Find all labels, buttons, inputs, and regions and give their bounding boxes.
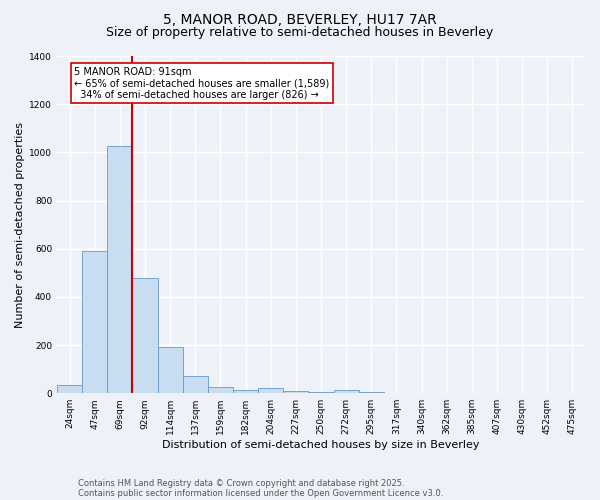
Bar [283,391,308,393]
Bar [183,376,208,393]
Bar [107,146,133,393]
X-axis label: Distribution of semi-detached houses by size in Beverley: Distribution of semi-detached houses by … [162,440,480,450]
Bar [334,390,359,393]
Text: 5, MANOR ROAD, BEVERLEY, HU17 7AR: 5, MANOR ROAD, BEVERLEY, HU17 7AR [163,12,437,26]
Bar [57,385,82,393]
Y-axis label: Number of semi-detached properties: Number of semi-detached properties [15,122,25,328]
Bar [158,348,183,393]
Text: Contains public sector information licensed under the Open Government Licence v3: Contains public sector information licen… [78,489,443,498]
Bar [258,388,283,393]
Bar [308,392,334,393]
Text: 5 MANOR ROAD: 91sqm
← 65% of semi-detached houses are smaller (1,589)
  34% of s: 5 MANOR ROAD: 91sqm ← 65% of semi-detach… [74,67,329,100]
Text: Contains HM Land Registry data © Crown copyright and database right 2025.: Contains HM Land Registry data © Crown c… [78,479,404,488]
Bar [233,390,258,393]
Bar [359,392,384,393]
Bar [208,387,233,393]
Text: Size of property relative to semi-detached houses in Beverley: Size of property relative to semi-detach… [106,26,494,39]
Bar [82,251,107,393]
Bar [133,278,158,393]
